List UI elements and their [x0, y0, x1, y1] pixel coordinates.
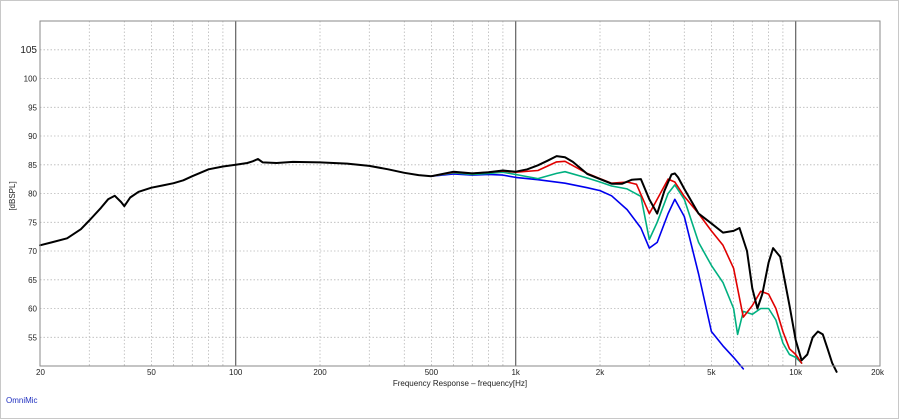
y-tick-label: 80: [28, 190, 37, 199]
x-tick-label: 100: [229, 368, 243, 377]
y-tick-label: 95: [28, 103, 37, 112]
y-tick-label: 85: [28, 161, 37, 170]
x-tick-label: 20k: [871, 368, 885, 377]
x-tick-label: 20: [36, 368, 45, 377]
y-axis-label: [dBSPL]: [8, 181, 17, 210]
series-line-4: [39, 155, 838, 373]
x-axis-label: Frequency Response – frequency[Hz]: [393, 379, 527, 388]
series-line-1: [430, 173, 745, 370]
series-group: [39, 155, 838, 373]
x-tick-label: 5k: [707, 368, 716, 377]
footer-label: OmniMic: [6, 396, 38, 405]
y-tick-label: 100: [24, 75, 38, 84]
x-tick-label: 200: [313, 368, 327, 377]
x-tick-label: 2k: [596, 368, 605, 377]
y-tick-label: 75: [28, 218, 37, 227]
y-tick-label: 60: [28, 305, 37, 314]
x-tick-label: 50: [147, 368, 156, 377]
plot-border: [39, 20, 881, 367]
x-tick-label: 10k: [789, 368, 803, 377]
y-tick-labels: 105 100 95 90 85 80 75 70 65 60 55: [20, 45, 38, 342]
x-tick-labels: 20 50 100 200 500 1k 2k 5k 10k 20k: [36, 368, 885, 377]
series-line-3: [430, 160, 803, 364]
y-tick-label: 55: [28, 333, 37, 342]
series-line-2: [430, 170, 803, 364]
y-tick-label: 70: [28, 247, 37, 256]
y-tick-label: 90: [28, 132, 37, 141]
x-tick-label: 1k: [511, 368, 520, 377]
x-tick-label: 500: [425, 368, 439, 377]
grid: [40, 21, 880, 366]
y-tick-label: 105: [20, 45, 37, 56]
y-tick-label: 65: [28, 276, 37, 285]
